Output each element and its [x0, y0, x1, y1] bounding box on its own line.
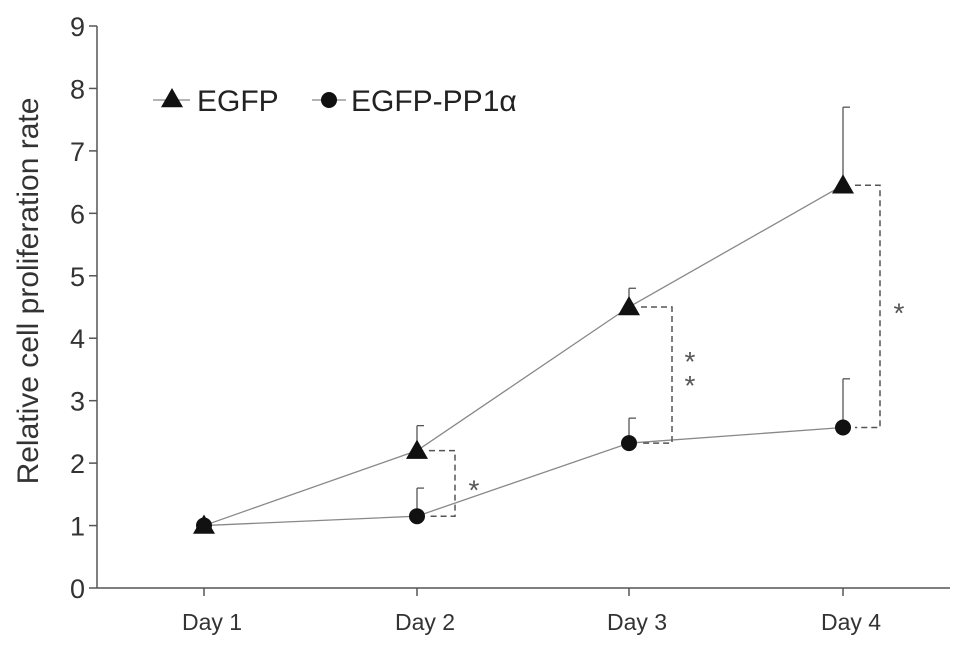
significance-bracket-3: * * — [641, 306, 696, 444]
significance-bracket-line-3 — [641, 306, 673, 444]
x-tick-label-4: Day 4 — [821, 609, 881, 635]
significance-layer: ** ** — [429, 184, 905, 517]
series-egfp — [193, 106, 854, 534]
legend-label-egfp-pp1a: EGFP-PP1α — [351, 85, 517, 118]
significance-bracket-4: * — [855, 184, 905, 429]
legend: EGFP EGFP-PP1α — [153, 85, 517, 118]
point-egfp-pp1a-4 — [835, 419, 851, 436]
series-line-egfp-pp1a — [203, 426, 844, 527]
y-tick-label-0: 0 — [70, 574, 85, 604]
y-axis-title: Relative cell proliferation rate — [12, 98, 45, 485]
legend-marker-egfp-pp1a — [321, 92, 337, 108]
significance-bracket-line-4 — [855, 184, 881, 429]
x-tick-label-3: Day 3 — [607, 609, 667, 635]
y-tick-label-2: 2 — [70, 449, 85, 479]
point-egfp-pp1a-2 — [409, 508, 425, 525]
x-tick-label-1: Day 1 — [182, 609, 242, 635]
significance-bracket-line-2 — [429, 449, 456, 517]
y-tick-label-1: 1 — [70, 512, 85, 542]
y-tick-label-4: 4 — [70, 324, 85, 354]
legend-marker-egfp — [161, 88, 183, 108]
y-tick-label-6: 6 — [70, 199, 85, 229]
legend-item-egfp: EGFP — [153, 85, 279, 118]
series-line-egfp — [203, 184, 844, 527]
point-egfp-3 — [618, 296, 640, 316]
y-tick-label-3: 3 — [70, 387, 85, 417]
x-tick-label-2: Day 2 — [395, 609, 455, 635]
point-egfp-2 — [406, 439, 428, 459]
legend-item-egfp-pp1a: EGFP-PP1α — [312, 85, 517, 118]
significance-label-3: * * — [685, 346, 696, 401]
y-tick-label-5: 5 — [70, 262, 85, 292]
point-egfp-pp1a-1 — [196, 517, 212, 534]
significance-bracket-2: * — [429, 449, 480, 517]
point-egfp-4 — [832, 174, 854, 194]
series-layer — [193, 106, 854, 534]
y-tick-label-9: 9 — [70, 12, 85, 42]
series-egfp-pp1a — [196, 378, 851, 534]
legend-label-egfp: EGFP — [197, 85, 279, 118]
significance-label-4: * — [894, 297, 905, 328]
significance-label-2: * — [469, 474, 480, 505]
y-tick-label-7: 7 — [70, 137, 85, 167]
y-axis: 0 1 2 3 4 5 6 7 8 9 — [70, 12, 98, 604]
point-egfp-pp1a-3 — [621, 435, 637, 452]
x-axis: Day 1 Day 2 Day 3 Day 4 — [97, 587, 950, 635]
y-tick-label-8: 8 — [70, 74, 85, 104]
